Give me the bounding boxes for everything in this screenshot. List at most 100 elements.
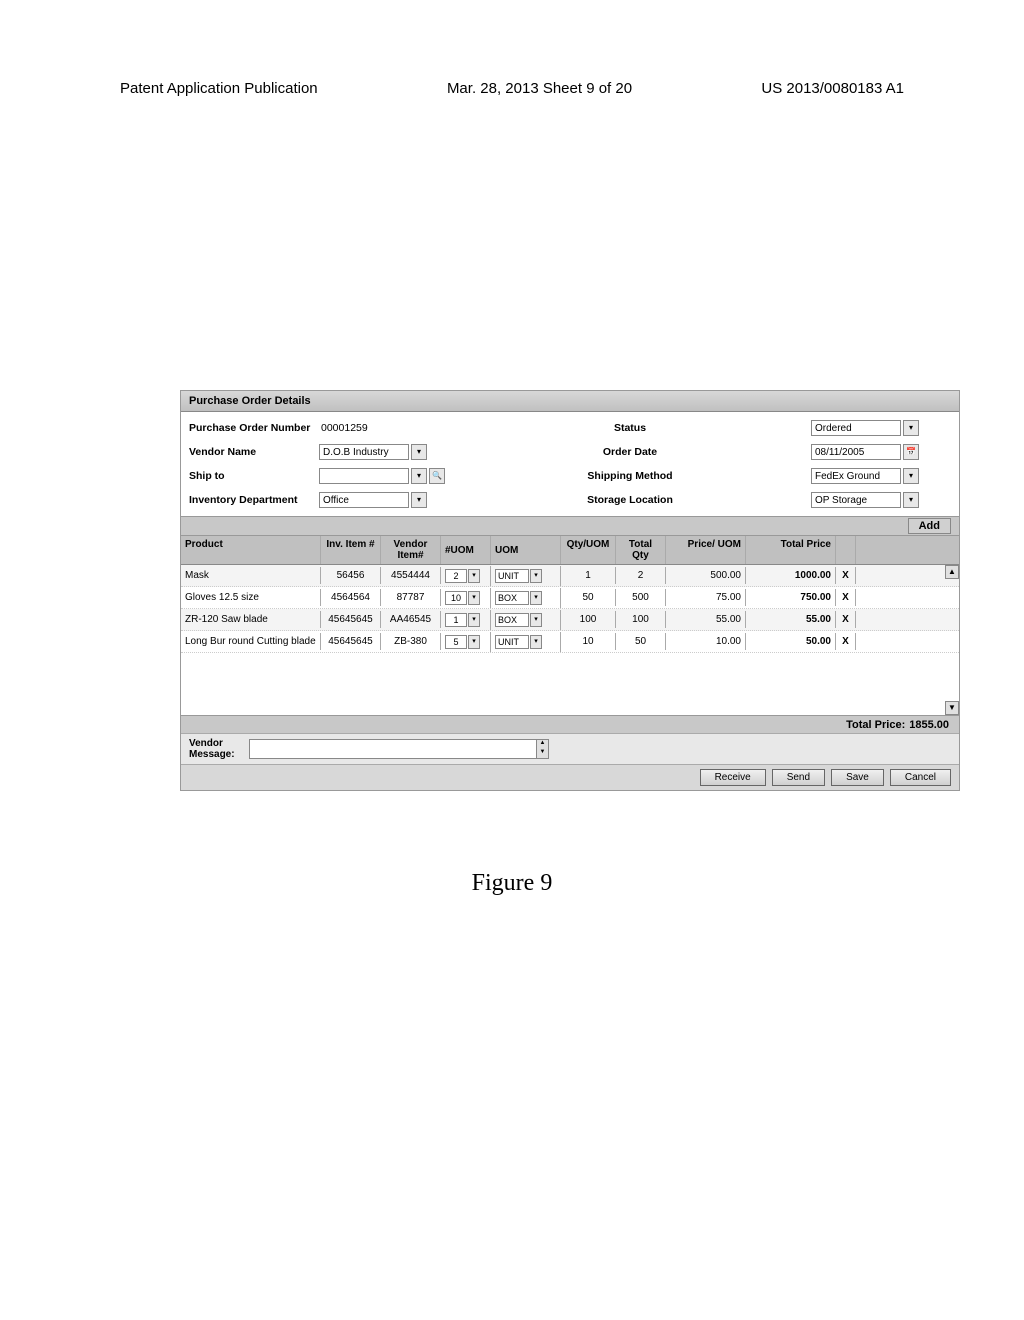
- grid-body: ▲ ▼ Mask564564554444▾▾12500.001000.00XGl…: [181, 565, 959, 715]
- add-bar: Add: [181, 516, 959, 536]
- ship-to-dropdown-icon[interactable]: ▾: [411, 468, 427, 484]
- uom-input[interactable]: [495, 569, 529, 583]
- cell-product: Mask: [181, 567, 321, 584]
- add-button[interactable]: Add: [908, 518, 951, 534]
- uom-input[interactable]: [495, 613, 529, 627]
- inv-dept-dropdown-icon[interactable]: ▾: [411, 492, 427, 508]
- nuom-dropdown-icon[interactable]: ▾: [468, 635, 480, 649]
- header-right: US 2013/0080183 A1: [761, 80, 904, 97]
- status-dropdown-icon[interactable]: ▾: [903, 420, 919, 436]
- cell-uom[interactable]: ▾: [491, 632, 561, 652]
- table-row: Gloves 12.5 size456456487787▾▾5050075.00…: [181, 587, 959, 609]
- cell-uom[interactable]: ▾: [491, 566, 561, 586]
- cell-nuom[interactable]: ▾: [441, 610, 491, 630]
- cell-price-uom: 10.00: [666, 633, 746, 650]
- vendor-message-input[interactable]: ▲▼: [249, 739, 549, 759]
- col-total-price: Total Price: [746, 536, 836, 564]
- cell-vendor-item: 87787: [381, 589, 441, 606]
- col-inv-item: Inv. Item #: [321, 536, 381, 564]
- uom-dropdown-icon[interactable]: ▾: [530, 613, 542, 627]
- cell-product: Long Bur round Cutting blade: [181, 633, 321, 650]
- order-date-input[interactable]: [811, 444, 901, 460]
- cell-price-uom: 500.00: [666, 567, 746, 584]
- cell-vendor-item: AA46545: [381, 611, 441, 628]
- label-storage: Storage Location: [449, 494, 811, 506]
- col-nuom: #UOM: [441, 536, 491, 564]
- uom-dropdown-icon[interactable]: ▾: [530, 569, 542, 583]
- col-total-qty: Total Qty: [616, 536, 666, 564]
- save-button[interactable]: Save: [831, 769, 884, 786]
- cell-nuom[interactable]: ▾: [441, 632, 491, 652]
- delete-row-icon[interactable]: X: [836, 611, 856, 628]
- scroll-up-icon[interactable]: ▲: [945, 565, 959, 579]
- panel-title: Purchase Order Details: [181, 391, 959, 412]
- cell-inv-item: 45645645: [321, 633, 381, 650]
- cell-price-uom: 55.00: [666, 611, 746, 628]
- uom-dropdown-icon[interactable]: ▾: [530, 591, 542, 605]
- label-vendor-name: Vendor Name: [189, 446, 319, 458]
- nuom-dropdown-icon[interactable]: ▾: [468, 569, 480, 583]
- label-inv-dept: Inventory Department: [189, 494, 319, 506]
- message-scrollbar[interactable]: ▲▼: [536, 740, 548, 758]
- delete-row-icon[interactable]: X: [836, 567, 856, 584]
- cell-inv-item: 4564564: [321, 589, 381, 606]
- receive-button[interactable]: Receive: [700, 769, 766, 786]
- cell-inv-item: 45645645: [321, 611, 381, 628]
- col-price-uom: Price/ UOM: [666, 536, 746, 564]
- label-po-number: Purchase Order Number: [189, 422, 319, 434]
- cell-total-qty: 50: [616, 633, 666, 650]
- cell-qty-uom: 10: [561, 633, 616, 650]
- total-label: Total Price:: [846, 719, 905, 731]
- action-button-row: Receive Send Save Cancel: [181, 764, 959, 790]
- cell-uom[interactable]: ▾: [491, 610, 561, 630]
- nuom-input[interactable]: [445, 569, 467, 583]
- cell-total-qty: 2: [616, 567, 666, 584]
- cell-product: ZR-120 Saw blade: [181, 611, 321, 628]
- ship-to-input[interactable]: [319, 468, 409, 484]
- send-button[interactable]: Send: [772, 769, 825, 786]
- cell-total-qty: 500: [616, 589, 666, 606]
- delete-row-icon[interactable]: X: [836, 589, 856, 606]
- col-vendor-item: Vendor Item#: [381, 536, 441, 564]
- scroll-down-icon[interactable]: ▼: [945, 701, 959, 715]
- nuom-dropdown-icon[interactable]: ▾: [468, 591, 480, 605]
- storage-input[interactable]: [811, 492, 901, 508]
- cell-nuom[interactable]: ▾: [441, 588, 491, 608]
- nuom-input[interactable]: [445, 591, 467, 605]
- nuom-input[interactable]: [445, 635, 467, 649]
- cell-uom[interactable]: ▾: [491, 588, 561, 608]
- nuom-input[interactable]: [445, 613, 467, 627]
- cell-nuom[interactable]: ▾: [441, 566, 491, 586]
- col-delete: [836, 536, 856, 564]
- cancel-button[interactable]: Cancel: [890, 769, 951, 786]
- cell-total-price: 55.00: [746, 611, 836, 628]
- header-left: Patent Application Publication: [120, 80, 318, 97]
- uom-dropdown-icon[interactable]: ▾: [530, 635, 542, 649]
- delete-row-icon[interactable]: X: [836, 633, 856, 650]
- ship-method-dropdown-icon[interactable]: ▾: [903, 468, 919, 484]
- col-qty-uom: Qty/UOM: [561, 536, 616, 564]
- nuom-dropdown-icon[interactable]: ▾: [468, 613, 480, 627]
- label-ship-to: Ship to: [189, 470, 319, 482]
- vendor-message-row: Vendor Message: ▲▼: [181, 733, 959, 764]
- ship-to-lookup-icon[interactable]: 🔍: [429, 468, 445, 484]
- inv-dept-input[interactable]: [319, 492, 409, 508]
- header-mid: Mar. 28, 2013 Sheet 9 of 20: [447, 80, 632, 97]
- calendar-icon[interactable]: 📅: [903, 444, 919, 460]
- uom-input[interactable]: [495, 591, 529, 605]
- cell-price-uom: 75.00: [666, 589, 746, 606]
- storage-dropdown-icon[interactable]: ▾: [903, 492, 919, 508]
- total-bar: Total Price: 1855.00: [181, 715, 959, 733]
- value-po-number: 00001259: [319, 422, 368, 434]
- cell-total-price: 50.00: [746, 633, 836, 650]
- purchase-order-panel: Purchase Order Details Purchase Order Nu…: [180, 390, 960, 791]
- vendor-dropdown-icon[interactable]: ▾: [411, 444, 427, 460]
- status-input[interactable]: [811, 420, 901, 436]
- cell-qty-uom: 1: [561, 567, 616, 584]
- label-order-date: Order Date: [449, 446, 811, 458]
- table-row: Mask564564554444▾▾12500.001000.00X: [181, 565, 959, 587]
- uom-input[interactable]: [495, 635, 529, 649]
- cell-qty-uom: 100: [561, 611, 616, 628]
- vendor-name-input[interactable]: [319, 444, 409, 460]
- ship-method-input[interactable]: [811, 468, 901, 484]
